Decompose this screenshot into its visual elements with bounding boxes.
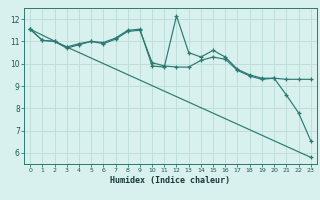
X-axis label: Humidex (Indice chaleur): Humidex (Indice chaleur) <box>110 176 230 185</box>
